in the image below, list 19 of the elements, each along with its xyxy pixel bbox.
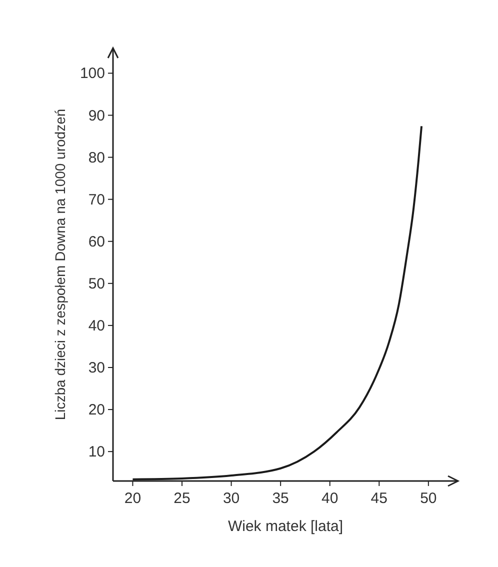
y-tick-label: 100: [80, 65, 105, 82]
y-tick-label: 50: [88, 275, 105, 292]
y-tick-label: 60: [88, 233, 105, 250]
x-tick-label: 25: [174, 490, 190, 507]
y-tick-label: 20: [88, 402, 105, 419]
y-tick-label: 90: [88, 107, 105, 124]
x-tick-label: 50: [420, 490, 437, 507]
x-axis-title: Wiek matek [lata]: [228, 518, 344, 535]
y-tick-label: 80: [88, 149, 105, 166]
x-tick-label: 20: [124, 490, 142, 507]
x-tick-label: 35: [272, 490, 289, 507]
y-axis-title: Liczba dzieci z zespołem Downa na 1000 urodzeń: [52, 108, 68, 420]
x-tick-label: 45: [370, 490, 388, 507]
y-tick-label: 10: [88, 444, 105, 461]
y-tick-label: 70: [88, 191, 105, 208]
y-tick-label: 30: [88, 359, 105, 376]
x-tick-label: 30: [222, 490, 240, 507]
x-tick-label: 40: [322, 490, 338, 507]
y-tick-label: 40: [88, 317, 105, 334]
